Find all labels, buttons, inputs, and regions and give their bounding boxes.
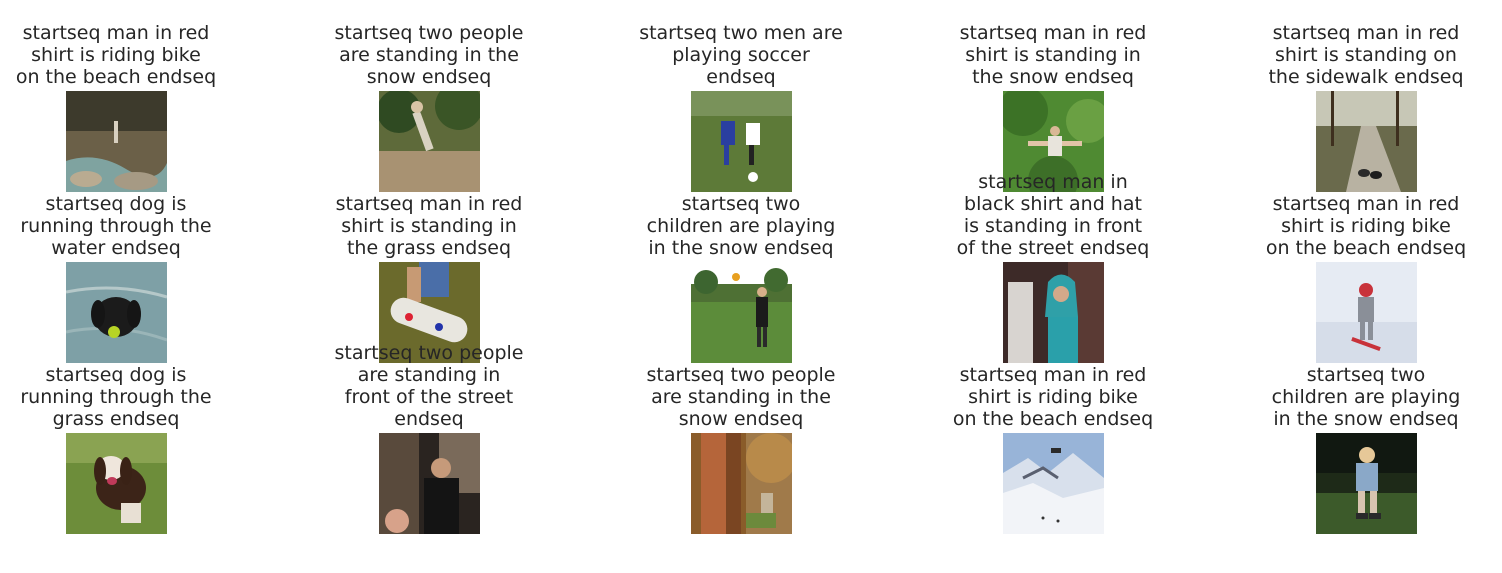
caption-text: startseq dog is running through the grass … <box>0 364 246 430</box>
caption-line: the grass endseq <box>346 237 511 259</box>
caption-line: startseq two people <box>334 22 524 44</box>
caption-line: snow endseq <box>366 66 492 88</box>
caption-line: shirt is standing in <box>965 44 1141 66</box>
caption-line: children are playing <box>646 215 836 237</box>
caption-line: startseq man in red <box>959 364 1147 386</box>
caption-line: startseq two people <box>646 364 836 386</box>
caption-line: startseq man in red <box>1272 22 1460 44</box>
caption-line: running through the <box>20 386 212 408</box>
caption-line: shirt is riding bike <box>1281 215 1451 237</box>
caption-line: shirt is standing in <box>341 215 517 237</box>
caption-line: of the street endseq <box>956 237 1150 259</box>
caption-line: shirt is standing on <box>1275 44 1457 66</box>
caption-line: startseq man in red <box>1272 193 1460 215</box>
caption-line: black shirt and hat <box>964 193 1142 215</box>
caption-line: in the snow endseq <box>648 237 834 259</box>
caption-line: startseq two people <box>334 342 524 364</box>
caption-line: on the beach endseq <box>1265 237 1467 259</box>
thumbnail-image-hijab-woman <box>1003 262 1104 363</box>
thumbnail-image-path-dogs <box>1316 91 1417 192</box>
caption-line: startseq man in red <box>959 22 1147 44</box>
caption-line: startseq two <box>681 193 801 215</box>
caption-line: startseq man in red <box>22 22 210 44</box>
caption-line: snow endseq <box>678 408 804 430</box>
caption-text: startseq man in red shirt is standing in t… <box>299 193 559 259</box>
thumbnail-image-child-skates <box>1316 433 1417 534</box>
caption-line: on the beach endseq <box>15 66 217 88</box>
caption-line: the sidewalk endseq <box>1268 66 1464 88</box>
caption-line: on the beach endseq <box>952 408 1154 430</box>
caption-line: water endseq <box>51 237 181 259</box>
caption-text: startseq two people are standing in front … <box>299 342 559 430</box>
caption-text: startseq man in red shirt is riding bike o… <box>1236 193 1496 259</box>
caption-line: running through the <box>20 215 212 237</box>
caption-line: grass endseq <box>52 408 180 430</box>
caption-text: startseq two people are standing in the sn… <box>299 22 559 88</box>
thumbnail-image-child-snow <box>1316 262 1417 363</box>
caption-line: startseq two men are <box>639 22 843 44</box>
caption-text: startseq man in red shirt is standing in t… <box>923 22 1183 88</box>
caption-line: are standing in the <box>339 44 519 66</box>
thumbnail-image-park-frisbee <box>691 262 792 363</box>
caption-text: startseq man in red shirt is riding bike o… <box>923 364 1183 430</box>
thumbnail-image-jumper-trees <box>379 91 480 192</box>
caption-text: startseq man in red shirt is riding bike o… <box>0 22 246 88</box>
thumbnail-image-soccer <box>691 91 792 192</box>
thumbnail-image-man-dark <box>379 433 480 534</box>
thumbnail-image-tree-jump <box>1003 91 1104 192</box>
caption-line: in the snow endseq <box>1273 408 1459 430</box>
caption-line: startseq man in <box>978 171 1128 193</box>
caption-text: startseq man in black shirt and hat is sta… <box>923 171 1183 259</box>
caption-line: shirt is riding bike <box>968 386 1138 408</box>
caption-text: startseq two men are playing soccer endseq <box>611 22 871 88</box>
caption-line: startseq two <box>1306 364 1426 386</box>
caption-line: endseq <box>394 408 464 430</box>
caption-line: playing soccer <box>672 44 810 66</box>
thumbnail-image-skateboard <box>379 262 480 363</box>
caption-line: startseq dog is <box>45 193 187 215</box>
caption-line: children are playing <box>1271 386 1461 408</box>
caption-line: startseq man in red <box>335 193 523 215</box>
caption-line: front of the street <box>344 386 514 408</box>
thumbnail-image-black-dog-water <box>66 262 167 363</box>
thumbnail-image-spaniel-grass <box>66 433 167 534</box>
caption-line: is standing in front <box>963 215 1143 237</box>
thumbnail-image-rocky-stream <box>66 91 167 192</box>
thumbnail-image-big-tree <box>691 433 792 534</box>
caption-text: startseq two children are playing in the s… <box>611 193 871 259</box>
caption-line: shirt is riding bike <box>31 44 201 66</box>
caption-text: startseq two people are standing in the sn… <box>611 364 871 430</box>
caption-line: endseq <box>706 66 776 88</box>
caption-line: startseq dog is <box>45 364 187 386</box>
caption-text: startseq dog is running through the water … <box>0 193 246 259</box>
caption-line: are standing in <box>357 364 501 386</box>
caption-line: the snow endseq <box>972 66 1134 88</box>
thumbnail-image-ski-mountain <box>1003 433 1104 534</box>
caption-line: are standing in the <box>651 386 831 408</box>
caption-text: startseq man in red shirt is standing on t… <box>1236 22 1496 88</box>
caption-text: startseq two children are playing in the s… <box>1236 364 1496 430</box>
